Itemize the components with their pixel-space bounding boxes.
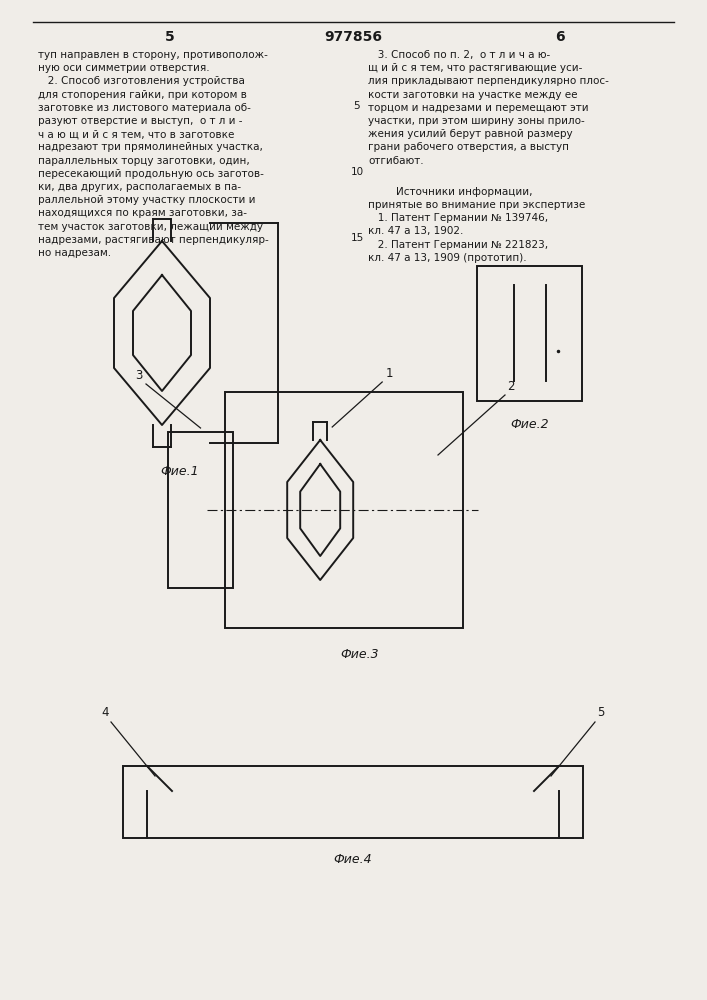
Text: 5: 5 xyxy=(354,101,361,111)
Text: 15: 15 xyxy=(351,233,363,243)
Text: кл. 47 а 13, 1902.: кл. 47 а 13, 1902. xyxy=(368,226,463,236)
Bar xyxy=(477,265,583,400)
Text: надрезают три прямолинейных участка,: надрезают три прямолинейных участка, xyxy=(38,142,263,152)
Text: 3. Способ по п. 2,  о т л и ч а ю-: 3. Способ по п. 2, о т л и ч а ю- xyxy=(368,50,550,60)
Text: Источники информации,: Источники информации, xyxy=(383,187,532,197)
Bar xyxy=(123,766,583,838)
Text: Фие.4: Фие.4 xyxy=(334,853,373,866)
Text: 5: 5 xyxy=(165,30,175,44)
Text: туп направлен в сторону, противополож-: туп направлен в сторону, противополож- xyxy=(38,50,268,60)
Text: заготовке из листового материала об-: заготовке из листового материала об- xyxy=(38,103,251,113)
Text: торцом и надрезами и перемещают эти: торцом и надрезами и перемещают эти xyxy=(368,103,589,113)
Text: 2. Способ изготовления устройства: 2. Способ изготовления устройства xyxy=(38,76,245,86)
Text: Фие.1: Фие.1 xyxy=(160,465,199,478)
Text: разуют отверстие и выступ,  о т л и -: разуют отверстие и выступ, о т л и - xyxy=(38,116,243,126)
Text: ную оси симметрии отверстия.: ную оси симметрии отверстия. xyxy=(38,63,209,73)
Text: 5: 5 xyxy=(597,706,604,719)
Text: отгибают.: отгибают. xyxy=(368,156,423,166)
Text: грани рабочего отверстия, а выступ: грани рабочего отверстия, а выступ xyxy=(368,142,569,152)
Text: но надрезам.: но надрезам. xyxy=(38,248,111,258)
Text: 6: 6 xyxy=(555,30,565,44)
Text: ч а ю щ и й с я тем, что в заготовке: ч а ю щ и й с я тем, что в заготовке xyxy=(38,129,235,139)
Text: кости заготовки на участке между ее: кости заготовки на участке между ее xyxy=(368,90,578,100)
Bar xyxy=(168,432,233,588)
Text: 2: 2 xyxy=(507,380,515,393)
Text: ки, два других, располагаемых в па-: ки, два других, располагаемых в па- xyxy=(38,182,241,192)
Text: Фие.3: Фие.3 xyxy=(341,648,380,661)
Bar xyxy=(225,392,463,628)
Text: тем участок заготовки, лежащий между: тем участок заготовки, лежащий между xyxy=(38,222,263,232)
Text: надрезами, растягивают перпендикуляр-: надрезами, растягивают перпендикуляр- xyxy=(38,235,269,245)
Text: параллельных торцу заготовки, один,: параллельных торцу заготовки, один, xyxy=(38,156,250,166)
Text: 3: 3 xyxy=(136,369,143,382)
Text: 977856: 977856 xyxy=(324,30,382,44)
Text: пересекающий продольную ось заготов-: пересекающий продольную ось заготов- xyxy=(38,169,264,179)
Text: лия прикладывают перпендикулярно плос-: лия прикладывают перпендикулярно плос- xyxy=(368,76,609,86)
Text: принятые во внимание при экспертизе: принятые во внимание при экспертизе xyxy=(368,200,585,210)
Text: 4: 4 xyxy=(102,706,109,719)
Text: 1: 1 xyxy=(385,367,392,380)
Text: жения усилий берут равной размеру: жения усилий берут равной размеру xyxy=(368,129,573,139)
Text: 2. Патент Германии № 221823,: 2. Патент Германии № 221823, xyxy=(368,240,548,250)
Text: для стопорения гайки, при котором в: для стопорения гайки, при котором в xyxy=(38,90,247,100)
Text: щ и й с я тем, что растягивающие уси-: щ и й с я тем, что растягивающие уси- xyxy=(368,63,583,73)
Text: Фие.2: Фие.2 xyxy=(510,418,549,432)
Text: раллельной этому участку плоскости и: раллельной этому участку плоскости и xyxy=(38,195,255,205)
Text: участки, при этом ширину зоны прило-: участки, при этом ширину зоны прило- xyxy=(368,116,585,126)
Text: находящихся по краям заготовки, за-: находящихся по краям заготовки, за- xyxy=(38,208,247,218)
Text: 1. Патент Германии № 139746,: 1. Патент Германии № 139746, xyxy=(368,213,548,223)
Text: 10: 10 xyxy=(351,167,363,177)
Text: кл. 47 а 13, 1909 (прототип).: кл. 47 а 13, 1909 (прототип). xyxy=(368,253,527,263)
